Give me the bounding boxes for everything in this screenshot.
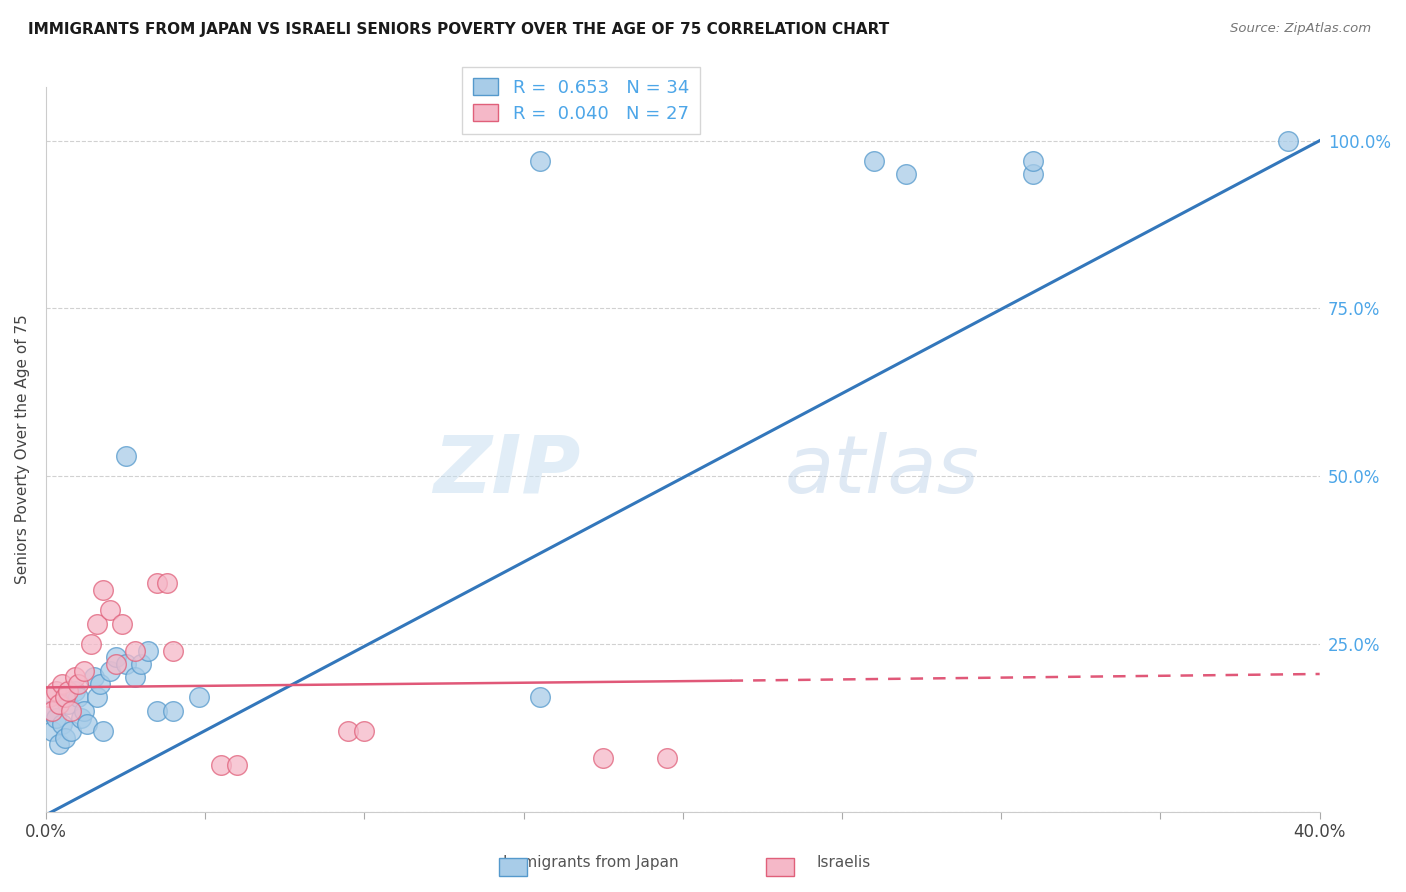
Point [894, 167, 917, 181]
Point [58, 697, 80, 711]
Point [337, 724, 360, 739]
Point [89, 677, 111, 691]
Point [114, 449, 136, 463]
Point [44, 683, 66, 698]
Point [53, 731, 76, 745]
Point [63, 683, 86, 698]
Text: Israelis: Israelis [817, 855, 870, 870]
Text: Immigrants from Japan: Immigrants from Japan [503, 855, 678, 870]
Point [1022, 167, 1045, 181]
Point [156, 576, 179, 591]
Point [73, 704, 96, 718]
Point [66, 677, 89, 691]
Text: atlas: atlas [785, 432, 980, 510]
Point [48, 697, 70, 711]
Point [51, 717, 73, 731]
Point [44, 710, 66, 724]
Point [38, 690, 60, 705]
Point [76, 717, 98, 731]
Point [1277, 134, 1299, 148]
Point [91, 724, 114, 739]
Point [146, 704, 169, 718]
Point [66, 690, 89, 705]
Legend: R =  0.653   N = 34, R =  0.040   N = 27: R = 0.653 N = 34, R = 0.040 N = 27 [463, 67, 700, 134]
Point [1022, 153, 1045, 168]
Point [98, 664, 121, 678]
Point [592, 751, 614, 765]
Point [38, 704, 60, 718]
Point [146, 576, 169, 591]
Y-axis label: Seniors Poverty Over the Age of 75: Seniors Poverty Over the Age of 75 [15, 314, 30, 584]
Point [226, 757, 249, 772]
Point [529, 690, 551, 705]
Point [83, 670, 105, 684]
Point [136, 643, 159, 657]
Point [162, 704, 184, 718]
Point [60, 724, 83, 739]
Point [63, 670, 86, 684]
Point [73, 664, 96, 678]
Point [162, 643, 184, 657]
Point [655, 751, 678, 765]
Point [105, 650, 128, 665]
Point [60, 704, 83, 718]
Point [70, 710, 93, 724]
Point [124, 670, 146, 684]
Point [91, 583, 114, 598]
Point [124, 643, 146, 657]
Point [79, 637, 101, 651]
Point [187, 690, 209, 705]
Point [111, 616, 134, 631]
Point [131, 657, 153, 671]
Point [51, 677, 73, 691]
Point [53, 690, 76, 705]
Point [98, 603, 121, 617]
Point [41, 724, 63, 739]
Point [86, 690, 108, 705]
Point [114, 657, 136, 671]
Point [863, 153, 886, 168]
Point [58, 683, 80, 698]
Point [105, 657, 128, 671]
Text: Source: ZipAtlas.com: Source: ZipAtlas.com [1230, 22, 1371, 36]
Point [209, 757, 232, 772]
Text: IMMIGRANTS FROM JAPAN VS ISRAELI SENIORS POVERTY OVER THE AGE OF 75 CORRELATION : IMMIGRANTS FROM JAPAN VS ISRAELI SENIORS… [28, 22, 890, 37]
Point [41, 704, 63, 718]
Text: ZIP: ZIP [433, 432, 581, 510]
Point [48, 738, 70, 752]
Point [353, 724, 375, 739]
Point [529, 153, 551, 168]
Point [86, 616, 108, 631]
